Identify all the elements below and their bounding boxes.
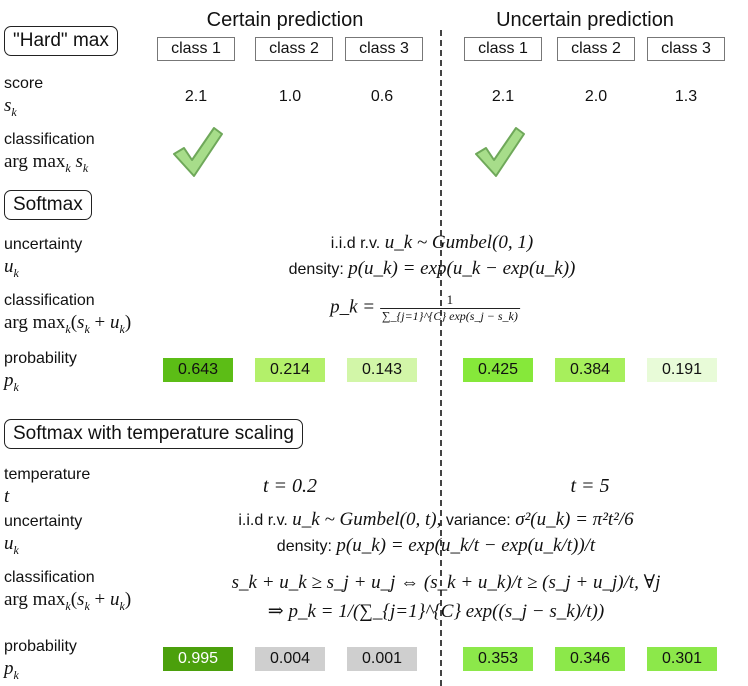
left-score-2: 1.0 — [278, 88, 302, 105]
hard-classification-label-text: classification — [4, 131, 95, 148]
softmax-pk-lhs: p_k = — [330, 296, 376, 318]
certain-prediction-title: Certain prediction — [206, 9, 364, 31]
temp-probability-symbol: pk — [4, 658, 19, 682]
softmax-right-prob-3: 0.191 — [647, 358, 717, 382]
temp-right-prob-1: 0.353 — [463, 647, 533, 671]
left-score-3: 0.6 — [370, 88, 394, 105]
softmax-probability-symbol: pk — [4, 370, 19, 394]
softmax-left-prob-2: 0.214 — [255, 358, 325, 382]
softmax-title: Softmax — [4, 190, 92, 220]
softmax-left-prob-3: 0.143 — [347, 358, 417, 382]
temp-classification-symbol: arg maxk(sk + uk) — [4, 589, 132, 613]
softmax-pk-numerator: 1 — [379, 292, 520, 309]
right-class-1-box: class 1 — [464, 37, 542, 61]
left-score-1: 2.1 — [184, 88, 208, 105]
softmax-left-prob-1: 0.643 — [163, 358, 233, 382]
left-class-3-box: class 3 — [345, 37, 423, 61]
temp-left-prob-2: 0.004 — [255, 647, 325, 671]
score-label-text: score — [4, 75, 44, 92]
temp-density-formula: p(u_k) = exp(u_k/t − exp(u_k/t))/t — [336, 535, 596, 556]
softmax-classification-label-text: classification — [4, 292, 95, 309]
temp-density-prefix: density: — [276, 538, 332, 555]
softmax-iid-formula: u_k ~ Gumbel(0, 1) — [384, 232, 534, 253]
check-mark-icon — [173, 127, 223, 177]
uncertain-prediction-title: Uncertain prediction — [496, 9, 674, 31]
temp-condition-formula: s_k + u_k ≥ s_j + u_j ⇔ (s_k + u_k)/t ≥ … — [231, 572, 661, 593]
temp-variance-formula: σ²(u_k) = π²t²/6 — [515, 509, 634, 530]
temp-uncertainty-label-text: uncertainty — [4, 513, 83, 530]
temp-uncertainty-symbol: uk — [4, 533, 19, 557]
softmax-pk-formula: p_k = 1 ∑_{j=1}^{C} exp(s_j − s_k) — [330, 292, 520, 324]
score-label: score sk — [4, 75, 43, 120]
softmax-right-prob-2: 0.384 — [555, 358, 625, 382]
temperature-symbol: t — [4, 486, 10, 507]
softmax-probability-label-text: probability — [4, 350, 77, 367]
right-class-2-box: class 2 — [557, 37, 635, 61]
temp-uncertainty-label: uncertainty uk — [4, 513, 82, 558]
temp-left-prob-1: 0.995 — [163, 647, 233, 671]
temp-classification-label: classification arg maxk(sk + uk) — [4, 569, 131, 614]
softmax-pk-denominator: ∑_{j=1}^{C} exp(s_j − s_k) — [381, 309, 518, 323]
temp-left-prob-3: 0.001 — [347, 647, 417, 671]
right-score-1: 2.1 — [491, 88, 515, 105]
softmax-classification-label: classification arg maxk(sk + uk) — [4, 292, 131, 337]
temp-probability-label-text: probability — [4, 638, 77, 655]
hard-max-title: "Hard" max — [4, 26, 118, 56]
hard-classification-label: classification arg maxk sk — [4, 131, 95, 176]
softmax-uncertainty-label: uncertainty uk — [4, 236, 82, 281]
softmax-pk-fraction: 1 ∑_{j=1}^{C} exp(s_j − s_k) — [379, 292, 520, 324]
temperature-scaling-title: Softmax with temperature scaling — [4, 419, 303, 449]
temp-probability-label: probability pk — [4, 638, 77, 683]
temp-density-line: density: p(u_k) = exp(u_k/t − exp(u_k/t)… — [277, 535, 595, 557]
softmax-iid-line: i.i.d r.v. u_k ~ Gumbel(0, 1) — [331, 232, 533, 254]
right-class-3-box: class 3 — [647, 37, 725, 61]
right-temperature-value: t = 5 — [570, 475, 610, 497]
softmax-uncertainty-symbol: uk — [4, 256, 19, 280]
temp-iid-line: i.i.d r.v. u_k ~ Gumbel(0, t), variance:… — [238, 509, 633, 531]
temperature-label-text: temperature — [4, 466, 91, 483]
right-score-2: 2.0 — [584, 88, 608, 105]
temp-classification-label-text: classification — [4, 569, 95, 586]
hard-classification-symbol: arg maxk sk — [4, 151, 89, 175]
check-mark-icon — [475, 127, 525, 177]
left-class-1-box: class 1 — [157, 37, 235, 61]
softmax-probability-label: probability pk — [4, 350, 77, 395]
softmax-right-prob-1: 0.425 — [463, 358, 533, 382]
temp-iid-prefix: i.i.d r.v. — [238, 512, 288, 529]
temp-right-prob-2: 0.346 — [555, 647, 625, 671]
right-score-3: 1.3 — [674, 88, 698, 105]
softmax-classification-symbol: arg maxk(sk + uk) — [4, 312, 132, 336]
softmax-density-prefix: density: — [288, 261, 344, 278]
softmax-iid-prefix: i.i.d r.v. — [330, 235, 381, 252]
column-divider — [440, 30, 442, 686]
left-temperature-value: t = 0.2 — [262, 475, 318, 497]
left-class-2-box: class 2 — [255, 37, 333, 61]
temperature-label: temperature t — [4, 466, 90, 508]
temp-pk-formula: ⇒ p_k = 1/(∑_{j=1}^{C} exp((s_j − s_k)/t… — [267, 601, 605, 622]
softmax-density-formula: p(u_k) = exp(u_k − exp(u_k)) — [348, 258, 576, 279]
softmax-uncertainty-label-text: uncertainty — [4, 236, 83, 253]
temp-iid-formula: u_k ~ Gumbel(0, t), — [292, 509, 442, 530]
score-symbol: sk — [4, 95, 17, 119]
softmax-density-line: density: p(u_k) = exp(u_k − exp(u_k)) — [289, 258, 576, 280]
temp-variance-prefix: variance: — [445, 512, 511, 529]
temp-right-prob-3: 0.301 — [647, 647, 717, 671]
